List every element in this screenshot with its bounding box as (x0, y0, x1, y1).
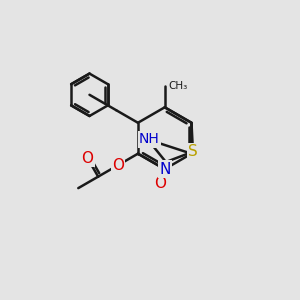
Text: N: N (159, 162, 170, 177)
Text: O: O (154, 176, 166, 191)
Text: NH: NH (139, 133, 160, 146)
Text: O: O (82, 151, 94, 166)
Text: CH₃: CH₃ (168, 80, 188, 91)
Text: O: O (112, 158, 124, 173)
Text: S: S (188, 144, 198, 159)
